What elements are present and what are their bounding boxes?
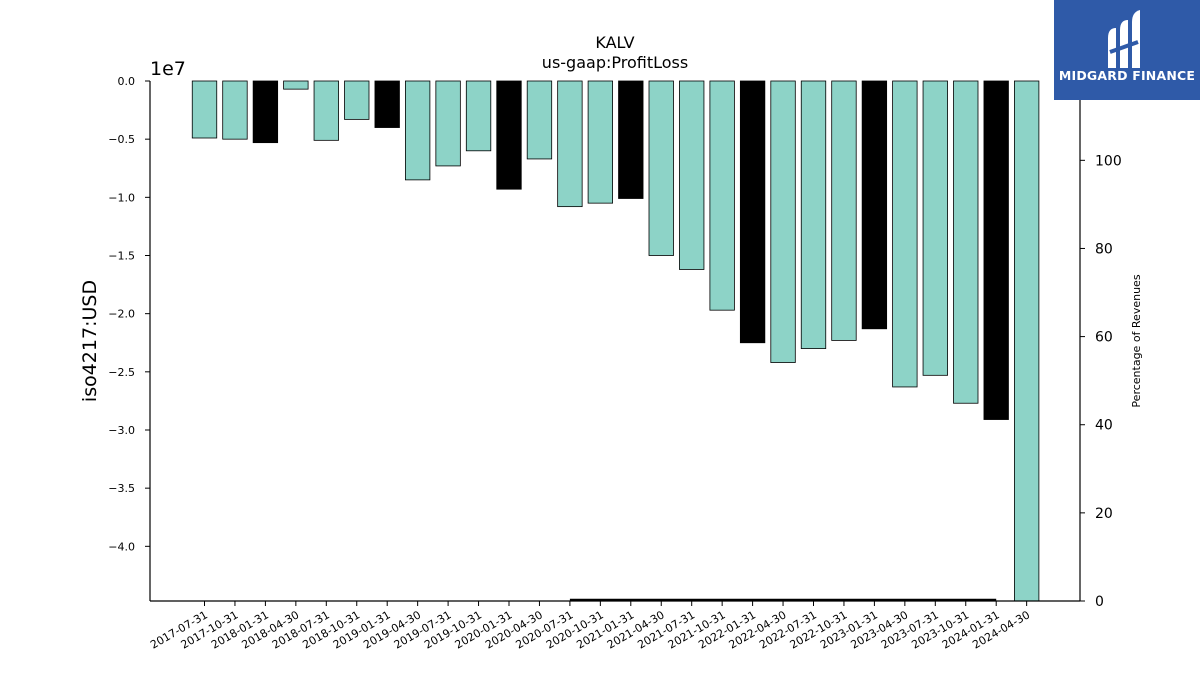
y-tick-label: −2.5 xyxy=(108,366,135,379)
y-tick-label: −2.0 xyxy=(108,308,135,321)
y2-tick-label: 60 xyxy=(1095,330,1113,346)
y-tick-label: −3.5 xyxy=(108,482,135,495)
bar-2018-01-31 xyxy=(252,80,279,144)
y2-tick-label: 40 xyxy=(1095,418,1113,434)
bar-2024-04-30 xyxy=(1014,80,1040,602)
chart-subtitle: us-gaap:ProfitLoss xyxy=(542,53,688,72)
y-tick-label: −1.5 xyxy=(108,249,135,262)
chart-title: KALV xyxy=(595,33,634,52)
y-axis-label: iso4217:USD xyxy=(79,280,101,402)
bar-2024-01-31 xyxy=(983,80,1009,420)
y-tick-label: −0.5 xyxy=(108,133,135,146)
y2-tick-label: 20 xyxy=(1095,506,1113,522)
bar-2022-07-31 xyxy=(800,80,827,349)
logo: MIDGARD FINANCE xyxy=(1054,0,1200,100)
bar-2022-10-31 xyxy=(831,80,857,341)
bar-2019-04-30 xyxy=(404,80,431,181)
y-offset-label: 1e7 xyxy=(150,58,186,80)
bar-2021-01-31 xyxy=(618,80,644,199)
bars-group xyxy=(191,80,1040,602)
bar-2017-07-31 xyxy=(191,80,218,139)
bar-2017-10-31 xyxy=(222,80,248,140)
x-axis-ticks: 2017-07-312017-10-312018-01-312018-04-30… xyxy=(148,601,1032,652)
bar-2023-10-31 xyxy=(953,80,979,404)
bar-2023-01-31 xyxy=(861,80,888,330)
logo-text: MIDGARD FINANCE xyxy=(1058,68,1196,83)
bar-2021-07-31 xyxy=(679,80,705,270)
bar-2022-01-31 xyxy=(739,80,766,344)
bar-2023-04-30 xyxy=(892,80,918,388)
y-axis-ticks: 0.0 −0.5 −1.0 −1.5 −2.0 −2.5 −3.0 −3.5 −4.0 xyxy=(108,75,150,553)
y-tick-label: −1.0 xyxy=(108,191,135,204)
bar-2022-04-30 xyxy=(770,80,796,363)
y2-tick-label: 100 xyxy=(1095,153,1122,169)
logo-mark-icon xyxy=(1108,10,1140,68)
bar-2018-04-30 xyxy=(283,80,309,90)
bar-2019-07-31 xyxy=(435,80,461,167)
y2-axis-label: Percentage of Revenues xyxy=(1130,274,1143,407)
y-tick-label: 0.0 xyxy=(118,75,136,88)
y2-tick-label: 0 xyxy=(1095,594,1104,610)
bar-2023-07-31 xyxy=(922,80,948,376)
bar-2020-10-31 xyxy=(587,80,613,204)
bar-2019-10-31 xyxy=(465,80,492,152)
bar-2019-01-31 xyxy=(374,80,400,128)
y-tick-label: −3.0 xyxy=(108,424,135,437)
bar-2021-04-30 xyxy=(648,80,674,256)
y2-axis-ticks: 0 20 40 60 80 100 xyxy=(1080,153,1122,610)
bar-2020-07-31 xyxy=(557,80,583,208)
y2-tick-label: 80 xyxy=(1095,241,1113,257)
bar-2018-07-31 xyxy=(313,80,339,141)
bar-2020-04-30 xyxy=(526,80,553,160)
y-tick-label: −4.0 xyxy=(108,540,135,553)
bar-2021-10-31 xyxy=(709,80,735,311)
bar-2018-10-31 xyxy=(344,80,370,120)
bar-2020-01-31 xyxy=(496,80,522,190)
